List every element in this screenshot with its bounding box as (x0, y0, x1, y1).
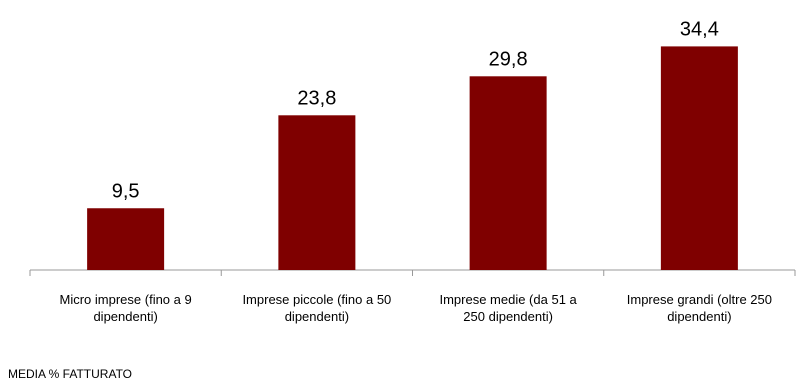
category-label-line: Imprese piccole (fino a 50 (242, 292, 392, 307)
category-label-line: Imprese grandi (oltre 250 (626, 292, 772, 307)
category-label-line: Micro imprese (fino a 9 (59, 292, 192, 307)
category-label: Imprese medie (da 51 a 250 dipendenti) (413, 291, 603, 325)
category-label-line: 250 dipendenti) (463, 309, 553, 324)
category-label: Micro imprese (fino a 9 dipendenti) (31, 291, 221, 325)
data-label: 9,5 (112, 180, 140, 202)
category-label: Imprese piccole (fino a 50 dipendenti) (222, 291, 412, 325)
data-label: 23,8 (297, 87, 336, 109)
bar (87, 208, 165, 270)
data-label: 34,4 (680, 18, 719, 40)
category-label-line: Imprese medie (da 51 a (439, 292, 577, 307)
bar (660, 46, 738, 271)
footnote: MEDIA % FATTURATO (8, 367, 133, 381)
category-label: Imprese grandi (oltre 250 dipendenti) (604, 291, 794, 325)
category-label-line: dipendenti) (667, 309, 732, 324)
data-label: 29,8 (489, 48, 528, 70)
bar (469, 76, 547, 270)
category-label-line: dipendenti) (284, 309, 350, 324)
category-label-line: dipendenti) (93, 309, 158, 324)
bar (278, 115, 356, 270)
